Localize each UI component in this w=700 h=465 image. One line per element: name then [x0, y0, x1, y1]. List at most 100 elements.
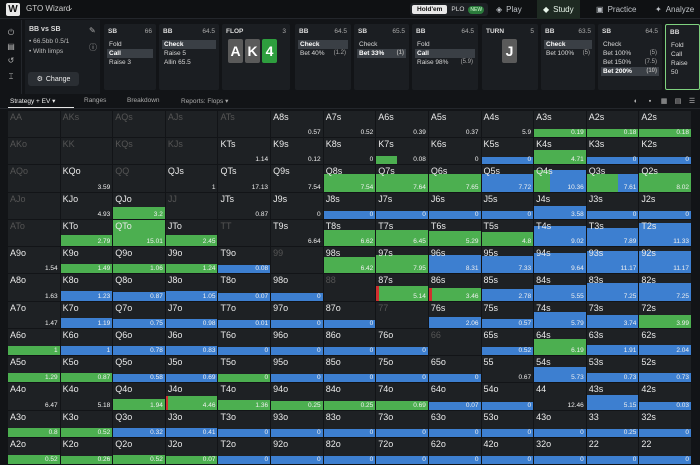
hand-cell[interactable]: 84o 0.25: [323, 383, 377, 411]
hand-cell[interactable]: TT: [218, 219, 272, 248]
nav-practice[interactable]: ▣ Practice: [596, 0, 636, 19]
hand-cell[interactable]: J4o 4.46: [165, 383, 219, 411]
hand-cell[interactable]: 33 0.25: [586, 410, 640, 438]
node-sb-0[interactable]: SB 66 Fold Call Raise 3: [104, 24, 156, 90]
hand-cell[interactable]: J9o 1.24: [165, 247, 219, 275]
tab-breakdown[interactable]: Breakdown: [127, 97, 160, 104]
hand-cell[interactable]: J6s 0: [428, 192, 482, 220]
chevron-down-icon[interactable]: ⌄: [67, 3, 74, 12]
hand-cell[interactable]: K8o 1.23: [60, 274, 114, 302]
hand-cell[interactable]: QJs 1: [165, 165, 219, 193]
hand-cell[interactable]: T4o 1.36: [218, 383, 272, 411]
hand-cell[interactable]: T6s 5.29: [428, 219, 482, 248]
hand-cell[interactable]: ATs: [218, 111, 272, 139]
hand-cell[interactable]: T8s 6.62: [323, 219, 377, 248]
hand-cell[interactable]: Q4o 1.94: [113, 383, 166, 411]
hand-cell[interactable]: T4s 9.02: [534, 219, 587, 248]
hand-cell[interactable]: K5s 0: [481, 138, 535, 166]
hand-cell[interactable]: A4s 5.9: [481, 111, 535, 139]
hand-cell[interactable]: Q9s 7.54: [271, 165, 324, 193]
hand-cell[interactable]: 66: [428, 328, 482, 357]
hand-cell[interactable]: AA: [8, 111, 61, 139]
hand-cell[interactable]: K7o 1.19: [60, 301, 114, 329]
hand-cell[interactable]: Q8o 0.87: [113, 274, 166, 302]
hand-cell[interactable]: A9o 1.54: [8, 247, 61, 275]
hand-cell[interactable]: K7s 0.08: [376, 138, 429, 166]
hand-cell[interactable]: 83o 0: [323, 410, 377, 438]
hand-cell[interactable]: K6o 1: [60, 328, 114, 357]
hand-cell[interactable]: A2s 0.18: [586, 111, 640, 139]
hand-cell[interactable]: 74s 5.79: [534, 301, 587, 329]
hand-cell[interactable]: J4s 3.58: [534, 192, 587, 220]
change-button[interactable]: ⚙ Change: [28, 72, 79, 86]
hand-cell[interactable]: 84s 5.55: [534, 274, 587, 302]
hand-cell[interactable]: A5s 0.37: [428, 111, 482, 139]
hand-cell[interactable]: 53o 0: [481, 410, 535, 438]
hand-cell[interactable]: 63s 1.91: [586, 328, 640, 357]
contrast-icon[interactable]: ◐: [633, 98, 639, 105]
hand-cell[interactable]: AKs: [60, 111, 114, 139]
node-action[interactable]: Check: [603, 41, 622, 48]
node-action[interactable]: Bet 100% (5): [546, 50, 590, 57]
hand-cell[interactable]: AJs: [165, 111, 219, 139]
hand-cell[interactable]: KTs 1.14: [218, 138, 272, 166]
node-action[interactable]: Bet 150% (7.5): [603, 59, 657, 66]
hand-cell[interactable]: Q7o 0.75: [113, 301, 166, 329]
hand-cell[interactable]: 43s 5.15: [586, 383, 640, 411]
hand-cell[interactable]: K2o 0.26: [60, 437, 114, 465]
hand-cell[interactable]: K3s 0: [586, 138, 640, 166]
node-action[interactable]: Allin 65.5: [164, 59, 191, 66]
hand-cell[interactable]: QTs 17.13: [218, 165, 272, 193]
node-bb-3[interactable]: BB 64.5 Check Bet 40% (1.2): [295, 24, 351, 90]
hand-cell[interactable]: KQo 3.59: [60, 165, 114, 193]
hand-cell[interactable]: Q2o 0.52: [113, 437, 166, 465]
grid-view-icon[interactable]: ▦: [660, 98, 668, 105]
hand-cell[interactable]: K4o 5.18: [60, 383, 114, 411]
hand-cell[interactable]: 44 12.46: [534, 383, 587, 411]
hand-cell[interactable]: KK: [60, 138, 114, 166]
hand-cell[interactable]: T3s 7.89: [586, 219, 640, 248]
node-action[interactable]: Bet 100% (5): [603, 50, 657, 57]
hand-cell[interactable]: K9o 1.49: [60, 247, 114, 275]
hand-cell[interactable]: AQo: [8, 165, 61, 193]
power-icon[interactable]: ⏻: [7, 28, 15, 37]
cursor-icon[interactable]: ⌶: [8, 72, 14, 81]
hand-cell[interactable]: J7s 0: [376, 192, 429, 220]
hand-cell[interactable]: QJo 3.2: [113, 192, 166, 220]
hand-cell[interactable]: 95o 0: [271, 356, 324, 384]
hand-cell[interactable]: T5s 4.8: [481, 219, 535, 248]
hand-cell[interactable]: A4o 6.47: [8, 383, 61, 411]
hand-cell[interactable]: T3o 0: [218, 410, 272, 438]
hand-cell[interactable]: 52s 0.73: [639, 356, 692, 384]
hand-cell[interactable]: 87o 0: [323, 301, 377, 329]
hand-cell[interactable]: Q3o 0.32: [113, 410, 166, 438]
hand-cell[interactable]: 54s 5.73: [534, 356, 587, 384]
hand-cell[interactable]: Q3s 7.61: [586, 165, 640, 193]
mode-holdem-button[interactable]: Hold'em: [412, 5, 448, 14]
game-mode-switch[interactable]: Hold'em PLO NEW: [410, 3, 489, 16]
hand-cell[interactable]: Q6s 7.65: [428, 165, 482, 193]
hand-cell[interactable]: J3s 0: [586, 192, 640, 220]
node-action[interactable]: Bet 40% (1.2): [300, 50, 346, 57]
hand-cell[interactable]: 92o 0: [271, 437, 324, 465]
tab-ranges[interactable]: Ranges: [84, 97, 107, 104]
hand-cell[interactable]: A8s 0.57: [271, 111, 324, 139]
hand-cell[interactable]: JTo 2.45: [165, 219, 219, 248]
hand-cell[interactable]: A3o 0.8: [8, 410, 61, 438]
nav-analyze[interactable]: ✦ Analyze: [655, 0, 694, 19]
hand-cell[interactable]: J5o 0.69: [165, 356, 219, 384]
node-sb-8[interactable]: SB 64.5 Check Bet 100% (5) Bet 150% (7.5) Bet 2…: [598, 24, 662, 90]
hand-cell[interactable]: A5o 1.29: [8, 356, 61, 384]
hand-cell[interactable]: KJs: [165, 138, 219, 166]
node-bb-9[interactable]: BB Fold Call Raise 50: [665, 24, 700, 90]
save-icon[interactable]: ▤: [7, 42, 15, 51]
hand-cell[interactable]: JJ: [165, 192, 219, 220]
hand-cell[interactable]: K4s 4.71: [534, 138, 587, 166]
node-action[interactable]: Bet 200% (10): [601, 67, 659, 76]
hand-cell[interactable]: T9s 6.64: [271, 219, 324, 248]
hand-cell[interactable]: 54o 0: [481, 383, 535, 411]
hand-cell[interactable]: A7s 0.52: [323, 111, 377, 139]
hand-cell[interactable]: 43o 0: [534, 410, 587, 438]
hand-cell[interactable]: 97s 7.95: [376, 247, 429, 275]
node-bb-1[interactable]: BB 64.5 Check Raise 5 Allin 65.5: [159, 24, 219, 90]
